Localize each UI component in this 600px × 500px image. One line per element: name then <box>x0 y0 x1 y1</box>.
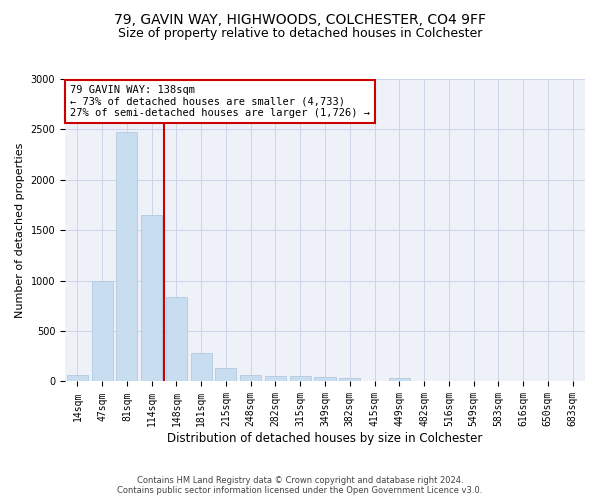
Text: 79 GAVIN WAY: 138sqm
← 73% of detached houses are smaller (4,733)
27% of semi-de: 79 GAVIN WAY: 138sqm ← 73% of detached h… <box>70 85 370 118</box>
Bar <box>141 215 162 382</box>
Bar <box>339 378 360 382</box>
Bar <box>290 376 311 382</box>
Text: 79, GAVIN WAY, HIGHWOODS, COLCHESTER, CO4 9FF: 79, GAVIN WAY, HIGHWOODS, COLCHESTER, CO… <box>114 12 486 26</box>
Bar <box>92 280 113 382</box>
Bar <box>166 297 187 382</box>
Bar <box>265 376 286 382</box>
Y-axis label: Number of detached properties: Number of detached properties <box>15 142 25 318</box>
Bar <box>67 376 88 382</box>
Bar <box>389 378 410 382</box>
Text: Size of property relative to detached houses in Colchester: Size of property relative to detached ho… <box>118 28 482 40</box>
Bar <box>240 375 261 382</box>
Bar <box>215 368 236 382</box>
Bar <box>116 132 137 382</box>
Bar <box>314 378 335 382</box>
X-axis label: Distribution of detached houses by size in Colchester: Distribution of detached houses by size … <box>167 432 483 445</box>
Bar <box>191 353 212 382</box>
Text: Contains HM Land Registry data © Crown copyright and database right 2024.
Contai: Contains HM Land Registry data © Crown c… <box>118 476 482 495</box>
